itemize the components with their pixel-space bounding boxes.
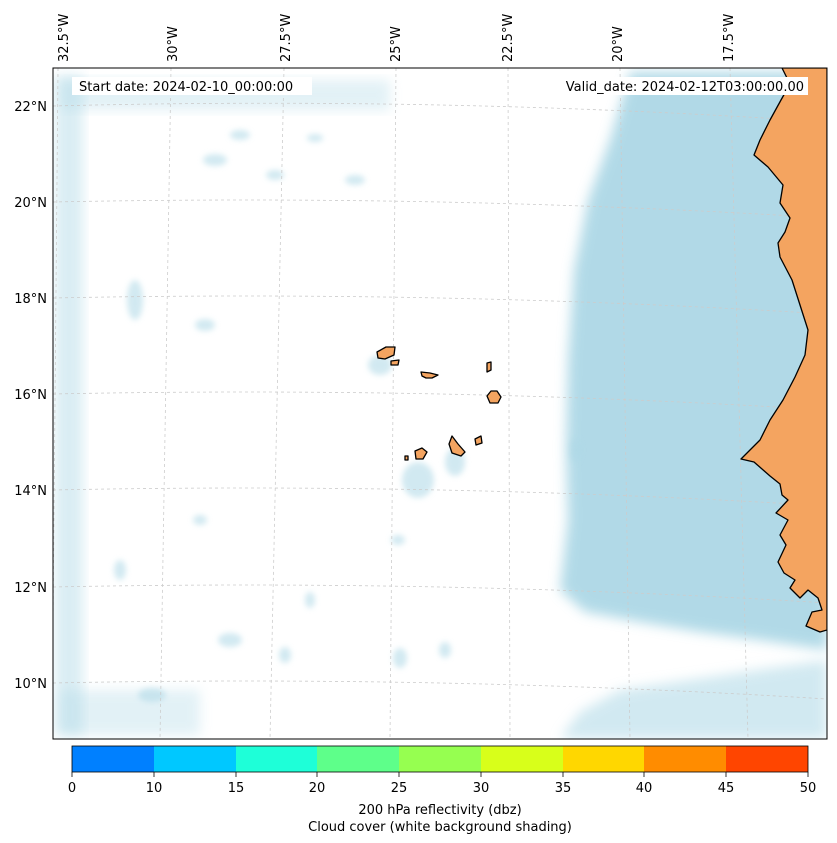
colorbar-tick-label: 0 <box>68 781 76 796</box>
latitude-labels: 22°N 20°N 18°N 16°N 14°N 12°N 10°N <box>14 100 47 692</box>
gridline-lat-10n <box>53 680 827 700</box>
africa-coast <box>740 68 827 633</box>
island-santo-antao <box>376 346 396 360</box>
colorbar-tick-label: 40 <box>636 781 653 796</box>
gridline-lat-20n <box>53 199 827 219</box>
island-maio <box>474 435 483 446</box>
gridline-lon-20w <box>619 68 631 739</box>
colorbar-tick-label: 25 <box>391 781 408 796</box>
cloud-edge-west <box>55 75 83 735</box>
gridline-lon-27-5w <box>269 68 285 739</box>
colorbar-frame <box>71 745 809 773</box>
colorbar-segment-7 <box>644 746 726 772</box>
lon-label-20w: 20°W <box>611 26 626 62</box>
cloud-mass-east <box>560 72 827 650</box>
cloud-band-south <box>560 660 827 739</box>
colorbar-tick-label: 50 <box>800 781 817 796</box>
lon-label-22-5w: 22.5°W <box>501 14 516 62</box>
lon-label-27-5w: 27.5°W <box>279 14 294 62</box>
gridline-lat-14n <box>53 487 827 507</box>
lon-label-32-5w: 32.5°W <box>57 14 72 62</box>
start-date-background <box>72 77 312 95</box>
land-layer <box>376 68 827 633</box>
lat-label-18n: 18°N <box>14 292 47 307</box>
start-date-box: Start date: 2024-02-10_00:00:00 <box>72 77 312 95</box>
colorbar-segment-5 <box>481 746 563 772</box>
colorbar-tick-labels: 0 10 15 20 25 30 35 40 45 50 <box>68 781 816 796</box>
island-fogo <box>414 447 428 460</box>
gridline-lon-17-5w <box>729 68 749 739</box>
cloud-cover-layer <box>55 72 827 739</box>
map-frame <box>52 67 828 740</box>
valid-date-label: Valid_date: 2024-02-12T03:00:00.00 <box>566 80 804 95</box>
cloud-patches <box>114 130 580 702</box>
colorbar-ticks <box>71 772 809 777</box>
gridline-lat-22n <box>53 102 827 123</box>
lat-label-10n: 10°N <box>14 677 47 692</box>
lat-label-12n: 12°N <box>14 581 47 596</box>
map-area: Start date: 2024-02-10_00:00:00 Valid_da… <box>52 67 828 740</box>
colorbar-segment-2 <box>236 746 317 772</box>
island-brava <box>404 455 409 461</box>
island-santiago <box>448 435 466 457</box>
colorbar-segment-8 <box>726 746 808 772</box>
colorbar: 0 10 15 20 25 30 35 40 45 50 200 hPa ref… <box>68 745 816 835</box>
start-date-label: Start date: 2024-02-10_00:00:00 <box>79 80 293 95</box>
lat-label-14n: 14°N <box>14 484 47 499</box>
map-gridlines <box>53 68 827 739</box>
gridline-lat-12n <box>53 584 827 604</box>
colorbar-segment-6 <box>563 746 644 772</box>
cloud-edge-bottom-left <box>60 690 200 735</box>
colorbar-segment-3 <box>317 746 399 772</box>
colorbar-tick-label: 15 <box>228 781 245 796</box>
colorbar-tick-label: 20 <box>309 781 326 796</box>
colorbar-segment-1 <box>154 746 236 772</box>
gridline-lat-18n <box>53 295 827 315</box>
valid-date-background <box>540 77 808 95</box>
colorbar-segment-4 <box>399 746 481 772</box>
gridline-lat-16n <box>53 391 827 411</box>
lon-label-30w: 30°W <box>166 26 181 62</box>
island-sao-vicente <box>390 359 400 366</box>
colorbar-tick-label: 45 <box>718 781 735 796</box>
colorbar-subtitle: Cloud cover (white background shading) <box>308 820 572 835</box>
colorbar-tick-label: 10 <box>146 781 163 796</box>
gridline-lon-30w <box>159 68 172 739</box>
lat-label-16n: 16°N <box>14 388 47 403</box>
longitude-labels: 32.5°W 30°W 27.5°W 25°W 22.5°W 20°W 17.5… <box>57 14 737 62</box>
lat-label-20n: 20°N <box>14 196 47 211</box>
valid-date-box: Valid_date: 2024-02-12T03:00:00.00 <box>540 77 808 95</box>
colorbar-segment-0 <box>72 746 154 772</box>
gridline-lon-25w <box>389 68 397 739</box>
colorbar-title: 200 hPa reflectivity (dbz) <box>358 803 521 818</box>
island-sal <box>486 361 492 373</box>
colorbar-tick-label: 35 <box>555 781 572 796</box>
lon-label-17-5w: 17.5°W <box>722 14 737 62</box>
island-boa-vista <box>486 390 502 404</box>
colorbar-tick-label: 30 <box>473 781 490 796</box>
lon-label-25w: 25°W <box>389 26 404 62</box>
island-sao-nicolau <box>420 371 439 379</box>
lat-label-22n: 22°N <box>14 100 47 115</box>
gridline-lon-22-5w <box>507 68 511 739</box>
